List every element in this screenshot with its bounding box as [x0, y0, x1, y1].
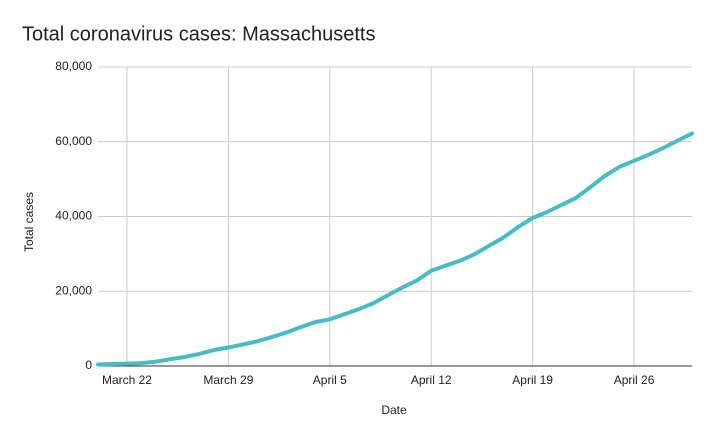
x-tick-label: April 5 — [313, 373, 347, 387]
y-tick-label: 0 — [85, 358, 92, 372]
x-tick-label: April 12 — [411, 373, 452, 387]
data-line — [96, 131, 694, 367]
y-axis-title: Total cases — [22, 192, 36, 252]
y-tick-label: 80,000 — [55, 59, 92, 73]
x-tick-label: April 19 — [512, 373, 553, 387]
y-tick-label: 20,000 — [55, 283, 92, 297]
chart-title: Total coronavirus cases: Massachusetts — [22, 23, 376, 45]
y-tick-label: 40,000 — [55, 209, 92, 223]
x-axis-title: Date — [381, 403, 407, 417]
x-tick-label: March 22 — [102, 373, 152, 387]
x-tick-label: April 26 — [614, 373, 655, 387]
y-tick-label: 60,000 — [55, 134, 92, 148]
x-tick-label: March 29 — [203, 373, 253, 387]
